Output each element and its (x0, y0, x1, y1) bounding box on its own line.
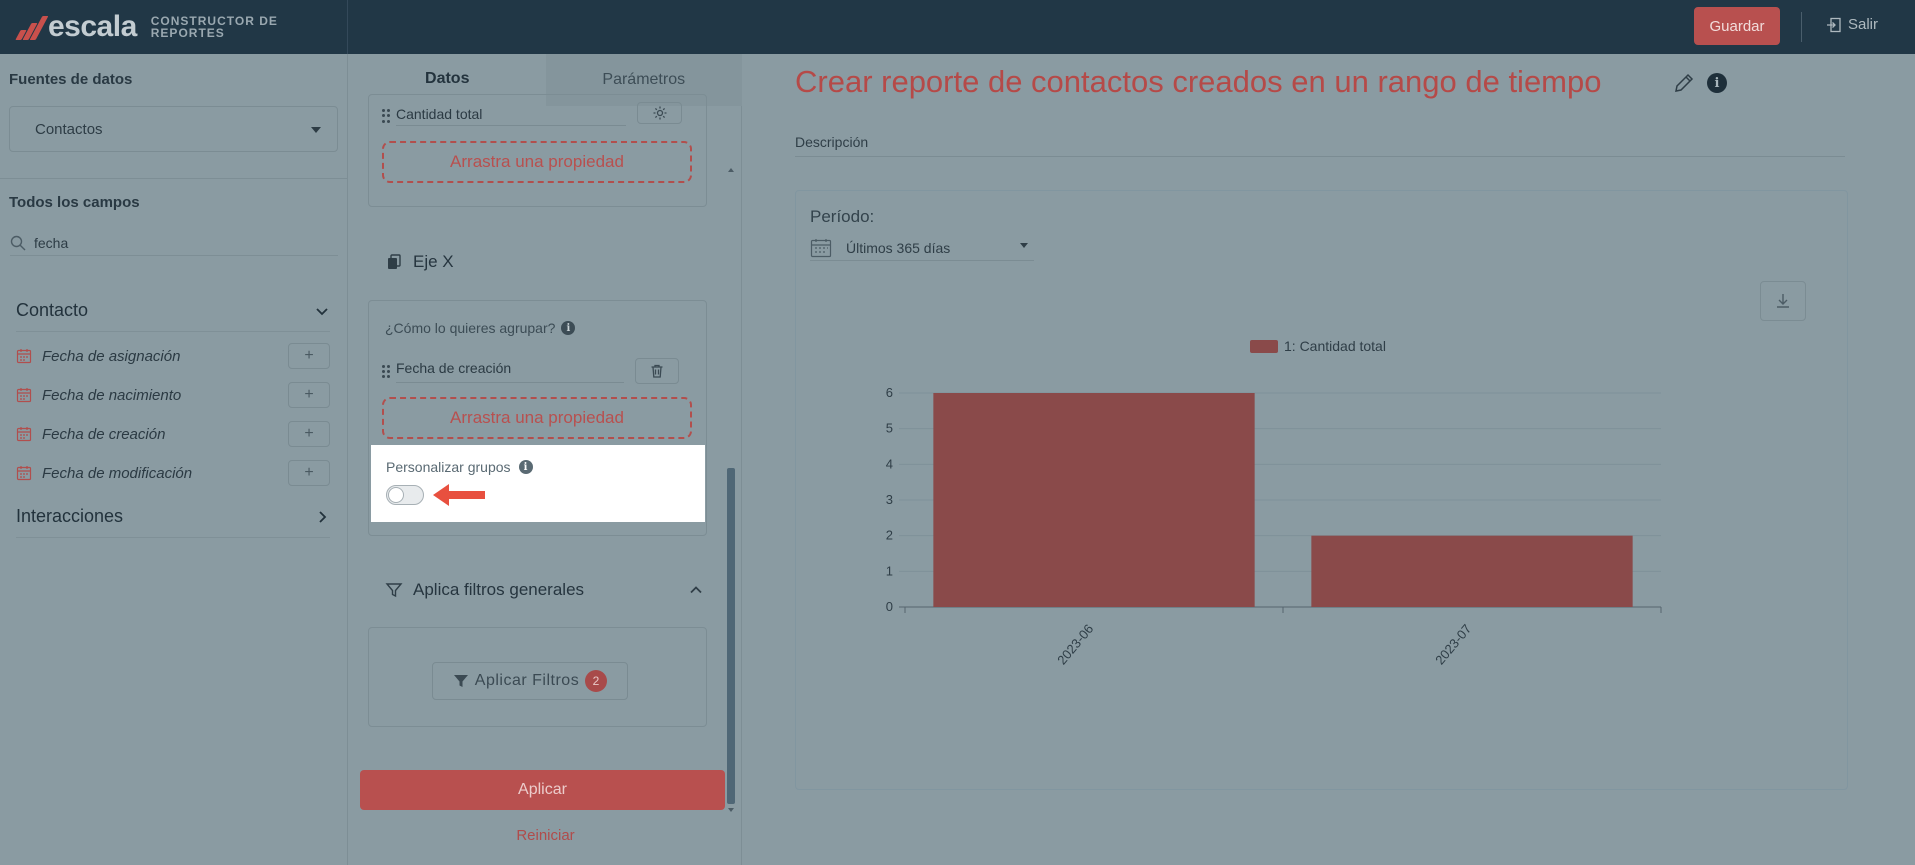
chevron-down-icon (311, 127, 321, 133)
bar-chart: 0 1 2 3 4 5 6 2023-06 2023-07 1: Cantidad total (886, 338, 1662, 667)
logo-mark-icon (15, 14, 49, 40)
copy-icon (388, 254, 401, 269)
pencil-icon[interactable] (1673, 72, 1695, 94)
custom-groups-highlight: Personalizar grupos i (371, 445, 705, 522)
download-button[interactable] (1760, 281, 1806, 321)
config-tabs: Datos Parámetros (349, 54, 742, 106)
field-item[interactable]: Fecha de asignación + (16, 343, 330, 369)
period-select[interactable]: Últimos 365 días (810, 235, 1034, 261)
scroll-down-icon[interactable] (728, 808, 734, 812)
calendar-icon (16, 466, 32, 481)
data-sources-title: Fuentes de datos (9, 71, 133, 88)
y-tick-label: 4 (886, 456, 893, 471)
description-field[interactable]: Descripción (795, 134, 1845, 157)
field-item[interactable]: Fecha de nacimiento + (16, 382, 330, 408)
brand-subtitle: CONSTRUCTOR DE REPORTES (150, 14, 278, 40)
fields-panel: Fuentes de datos Contactos Todos los cam… (0, 54, 348, 865)
title-actions: i (1673, 72, 1727, 94)
field-item[interactable]: Fecha de creación + (16, 421, 330, 447)
info-icon[interactable]: i (518, 460, 533, 474)
apply-filters-button[interactable]: Aplicar Filtros 2 (432, 662, 628, 700)
search-icon (10, 235, 26, 250)
remove-field-button[interactable] (635, 358, 679, 384)
exit-icon (1827, 17, 1841, 32)
x-axis-drop-zone[interactable]: Arrastra una propiedad (382, 397, 692, 439)
custom-groups-label: Personalizar grupos i (386, 459, 533, 475)
calendar-icon (16, 349, 32, 364)
calendar-icon (16, 427, 32, 442)
save-button[interactable]: Guardar (1694, 7, 1780, 45)
group-question: ¿Cómo lo quieres agrupar? i (385, 320, 576, 336)
reset-button[interactable]: Reiniciar (516, 827, 575, 844)
bar (1311, 535, 1633, 607)
drag-handle-icon[interactable] (382, 364, 390, 379)
x-tick-label: 2023-07 (1432, 621, 1474, 667)
info-icon[interactable]: i (1707, 73, 1727, 93)
drag-handle-icon[interactable] (382, 109, 390, 123)
all-fields-title: Todos los campos (9, 194, 140, 211)
calendar-icon (810, 238, 832, 257)
add-field-button[interactable]: + (288, 460, 330, 486)
y-axis-drop-zone[interactable]: Arrastra una propiedad (382, 141, 692, 183)
calendar-icon (16, 388, 32, 403)
y-tick-label: 1 (886, 563, 893, 578)
tab-parametros[interactable]: Parámetros (545, 54, 742, 106)
x-tick-label: 2023-06 (1054, 621, 1096, 667)
chevron-right-icon (319, 510, 327, 523)
page-title: Crear reporte de contactos creados en un… (795, 64, 1602, 99)
field-settings-button[interactable] (637, 102, 682, 124)
filter-icon (385, 583, 403, 598)
y-tick-label: 3 (886, 492, 893, 507)
x-axis-title: Eje X (385, 252, 454, 272)
apply-button[interactable]: Aplicar (360, 770, 725, 810)
pointer-arrow-icon (433, 484, 485, 506)
brand-word: escala (48, 10, 137, 43)
x-axis-card (368, 300, 707, 536)
chart-card: Período: Últimos 365 días 0 1 2 3 4 5 6 2023-06… (795, 190, 1848, 790)
group-contacto[interactable]: Contacto (16, 300, 330, 332)
scroll-up-icon[interactable] (728, 168, 734, 172)
filter-icon (453, 675, 468, 687)
field-item[interactable]: Fecha de modificación + (16, 460, 330, 486)
panel-scrollbar[interactable] (727, 112, 735, 812)
report-main: Crear reporte de contactos creados en un… (743, 54, 1915, 865)
filters-card (368, 627, 707, 727)
header-divider (1801, 12, 1802, 42)
group-interacciones[interactable]: Interacciones (16, 506, 330, 538)
bar (933, 393, 1255, 607)
y-tick-label: 5 (886, 421, 893, 436)
search-input[interactable]: fecha (10, 230, 338, 256)
filters-count-badge: 2 (585, 670, 608, 692)
chevron-up-icon (690, 586, 702, 594)
filters-section-header[interactable]: Aplica filtros generales (385, 580, 705, 600)
legend-swatch (1250, 340, 1278, 353)
top-bar: escala CONSTRUCTOR DE REPORTES Guardar S… (0, 0, 1915, 54)
brand-logo: escala CONSTRUCTOR DE REPORTES (0, 0, 348, 54)
tab-datos[interactable]: Datos (349, 54, 546, 106)
y-tick-label: 6 (886, 385, 893, 400)
y-tick-label: 0 (886, 599, 893, 614)
exit-button[interactable]: Salir (1826, 16, 1878, 33)
x-axis-field[interactable]: Fecha de creación (382, 360, 624, 383)
scrollbar-thumb[interactable] (727, 468, 735, 804)
custom-groups-toggle[interactable] (386, 485, 424, 505)
add-field-button[interactable]: + (288, 382, 330, 408)
y-axis-card (368, 94, 707, 207)
period-label: Período: (810, 207, 875, 226)
y-tick-label: 2 (886, 528, 893, 543)
data-source-select[interactable]: Contactos (9, 106, 338, 152)
download-icon (1777, 294, 1789, 308)
chevron-down-icon (316, 307, 328, 315)
trash-icon (651, 364, 663, 378)
toggle-knob (388, 487, 404, 503)
y-axis-field[interactable]: Cantidad total (382, 106, 626, 126)
gear-icon (653, 106, 666, 120)
add-field-button[interactable]: + (288, 343, 330, 369)
chevron-down-icon (1020, 243, 1028, 248)
legend-label: 1: Cantidad total (1284, 338, 1386, 354)
info-icon[interactable]: i (561, 321, 576, 335)
add-field-button[interactable]: + (288, 421, 330, 447)
divider (0, 178, 347, 179)
